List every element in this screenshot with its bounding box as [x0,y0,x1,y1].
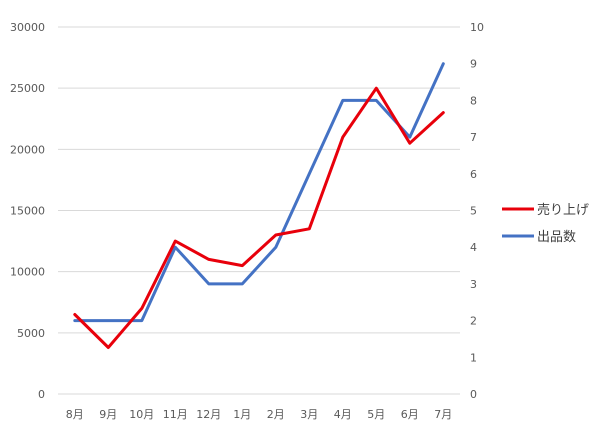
x-axis-ticks: 8月 9月 10月 11月 12月 1月 2月 3月 4月 5月 6月 7月 [66,408,453,421]
right-tick-label: 2 [470,315,477,328]
right-tick-label: 6 [470,168,477,181]
x-tick-label: 9月 [99,408,117,421]
right-tick-label: 1 [470,351,477,364]
gridlines [58,26,460,395]
x-tick-label: 7月 [434,408,452,421]
x-tick-label: 4月 [334,408,352,421]
left-tick-label: 30000 [10,21,45,34]
left-tick-label: 0 [38,388,45,401]
legend-label: 売り上げ [537,202,589,218]
right-tick-label: 0 [470,388,477,401]
x-tick-label: 3月 [300,408,318,421]
series-lines [73,62,445,349]
x-tick-label: 6月 [401,408,419,421]
x-tick-label: 1月 [233,408,251,421]
legend-label: 出品数 [537,230,576,245]
right-tick-label: 9 [470,58,477,71]
left-tick-label: 20000 [10,143,45,156]
x-tick-label: 2月 [267,408,285,421]
x-tick-label: 11月 [163,408,188,421]
left-tick-label: 5000 [17,327,45,340]
x-tick-label: 12月 [196,408,221,421]
right-axis-ticks: 0 1 2 3 4 5 6 7 8 9 10 [470,21,484,401]
left-tick-label: 10000 [10,266,45,279]
right-tick-label: 3 [470,278,477,291]
x-tick-label: 5月 [367,408,385,421]
left-tick-label: 15000 [10,205,45,218]
right-tick-label: 10 [470,21,484,34]
right-tick-label: 5 [470,205,477,218]
x-tick-label: 8月 [66,408,84,421]
x-tick-label: 10月 [129,408,154,421]
right-tick-label: 7 [470,131,477,144]
right-tick-label: 8 [470,94,477,107]
left-axis-ticks: 0 5000 10000 15000 20000 25000 30000 [10,21,45,401]
left-tick-label: 25000 [10,82,45,95]
series-line-2 [73,62,445,323]
series-line-1 [73,86,445,349]
right-tick-label: 4 [470,241,477,254]
